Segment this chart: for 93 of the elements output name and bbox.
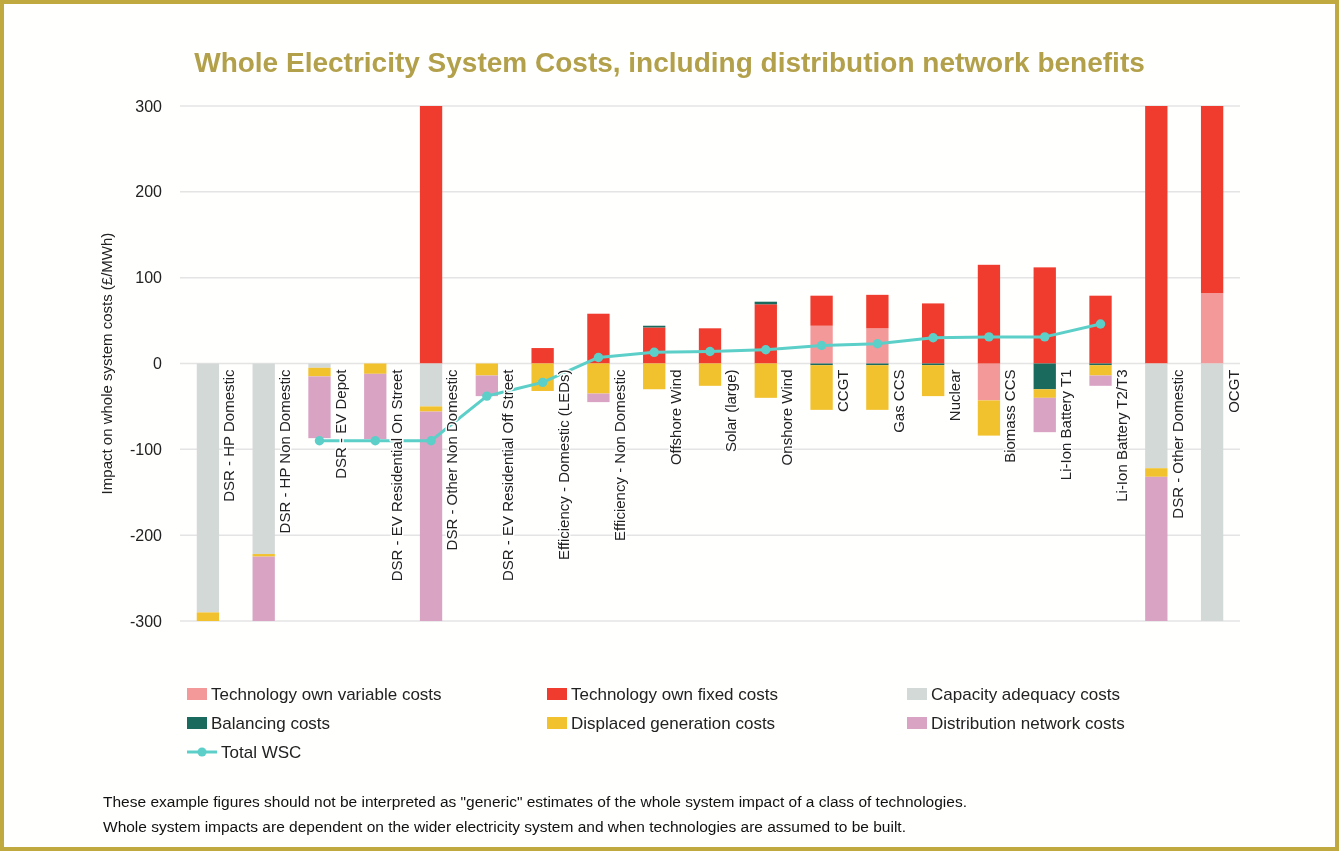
x-tick-label: Efficiency - Non Domestic — [610, 369, 628, 541]
bar — [1145, 363, 1168, 469]
x-tick-label: CCGT — [833, 369, 851, 412]
bar — [810, 365, 833, 410]
y-axis-title: Impact on whole system costs (£/MWh) — [98, 232, 115, 495]
bar — [196, 363, 220, 613]
legend-label: Capacity adequacy costs — [931, 684, 1120, 704]
bar — [1089, 375, 1112, 386]
x-tick-label: OCGT — [1224, 369, 1242, 413]
bar — [308, 363, 331, 368]
legend-label: Technology own fixed costs — [571, 684, 778, 704]
point — [1095, 319, 1106, 329]
bar — [531, 348, 554, 364]
bar — [698, 363, 722, 386]
point — [482, 391, 492, 401]
x-tick-label: DSR - Other Non Domestic — [443, 369, 461, 551]
bar — [977, 264, 1001, 364]
legend-label: Distribution network costs — [931, 713, 1125, 733]
x-tick-label: Li-Ion Battery T2/T3 — [1112, 369, 1130, 502]
point — [928, 333, 938, 343]
x-tick-label: DSR - Other Domestic — [1168, 369, 1186, 519]
x-tick-label: Nuclear — [945, 369, 963, 422]
y-tick-label: 0 — [153, 355, 163, 373]
bar — [866, 365, 889, 410]
bar — [1033, 267, 1056, 364]
legend-label: Balancing costs — [211, 713, 331, 733]
x-tick-label: Offshore Wind — [666, 369, 684, 466]
bar — [1200, 106, 1224, 294]
bar — [1033, 397, 1056, 433]
bar — [1145, 106, 1168, 364]
x-tick-label: DSR - EV Residential On Street — [387, 368, 405, 582]
bar — [419, 363, 443, 407]
x-tick-label: Efficiency - Domestic (LEDs) — [555, 369, 573, 561]
chart-title: Whole Electricity System Costs, including distribution network benefits — [194, 47, 1145, 78]
bar — [977, 363, 1001, 401]
bar — [810, 295, 833, 326]
point — [984, 332, 994, 342]
bar — [754, 304, 777, 364]
bar — [308, 367, 331, 377]
bar — [252, 363, 275, 555]
bar — [1145, 476, 1168, 621]
bar — [1033, 363, 1056, 390]
x-tick-label: DSR - HP Non Domestic — [276, 369, 294, 534]
x-tick-label: Biomass CCS — [1001, 369, 1019, 463]
bar — [364, 373, 387, 440]
bar — [1089, 365, 1112, 376]
bar — [475, 363, 498, 376]
bar — [419, 106, 443, 364]
x-tick-label: Solar (large) — [722, 369, 740, 453]
bar — [1200, 363, 1224, 621]
bar — [1200, 293, 1224, 364]
y-tick-label: -300 — [129, 612, 163, 630]
y-tick-label: 300 — [135, 97, 163, 115]
bar — [419, 406, 443, 412]
y-tick-label: 100 — [135, 269, 163, 287]
point — [370, 436, 380, 446]
point — [426, 436, 436, 446]
bar — [308, 376, 331, 439]
x-tick-label: DSR - EV Residential Off Street — [499, 368, 517, 581]
bar — [1089, 295, 1112, 364]
y-tick-label: 200 — [135, 183, 163, 201]
bar — [1145, 468, 1168, 477]
x-tick-label: DSR - EV Depot — [331, 368, 349, 479]
x-tick-label: DSR - HP Domestic — [220, 369, 238, 502]
bar — [754, 363, 777, 398]
bar — [364, 363, 387, 374]
bar — [419, 411, 443, 621]
x-tick-label: Li-Ion Battery T1 — [1057, 369, 1075, 481]
point — [593, 352, 604, 363]
x-tick-label: Gas CCS — [889, 369, 907, 433]
legend-label: Total WSC — [221, 742, 302, 762]
legend-label: Technology own variable costs — [211, 684, 442, 704]
bar — [252, 554, 275, 557]
bar — [922, 365, 945, 397]
point — [1040, 332, 1050, 342]
text: These example figures should not be interpreted as "generic" estimates of the whole system impact of a class of technologies. — [103, 793, 967, 811]
y-tick-label: -200 — [129, 526, 163, 544]
text: Whole system impacts are dependent on the wider electricity system and when technologies are assumed to be built. — [103, 818, 906, 836]
bar — [977, 400, 1001, 436]
bar — [587, 363, 610, 394]
y-tick-label: -100 — [129, 440, 163, 458]
point — [649, 347, 659, 358]
bar — [587, 393, 610, 403]
bar — [866, 294, 889, 329]
legend-label: Displaced generation costs — [571, 713, 776, 733]
bar — [1033, 389, 1056, 398]
point — [761, 345, 771, 355]
bar — [643, 363, 666, 390]
bar — [196, 612, 220, 621]
point — [314, 436, 325, 446]
bar — [922, 303, 945, 364]
x-tick-label: Onshore Wind — [778, 369, 796, 466]
bar — [252, 556, 275, 621]
